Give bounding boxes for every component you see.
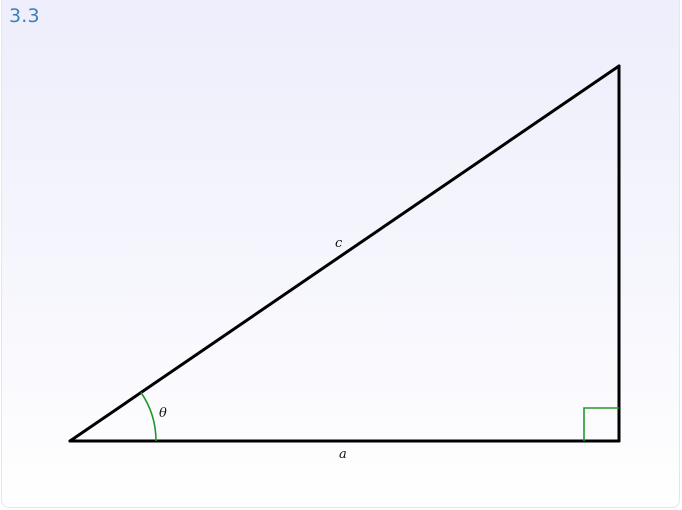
angle-theta-arc [140,392,157,442]
base-label: a [339,447,347,462]
hypotenuse-label: c [335,236,343,251]
angle-label: θ [159,406,167,421]
right-angle-marker [583,407,619,441]
problem-number: 3.3 [9,5,40,27]
hypotenuse-side [68,64,621,443]
